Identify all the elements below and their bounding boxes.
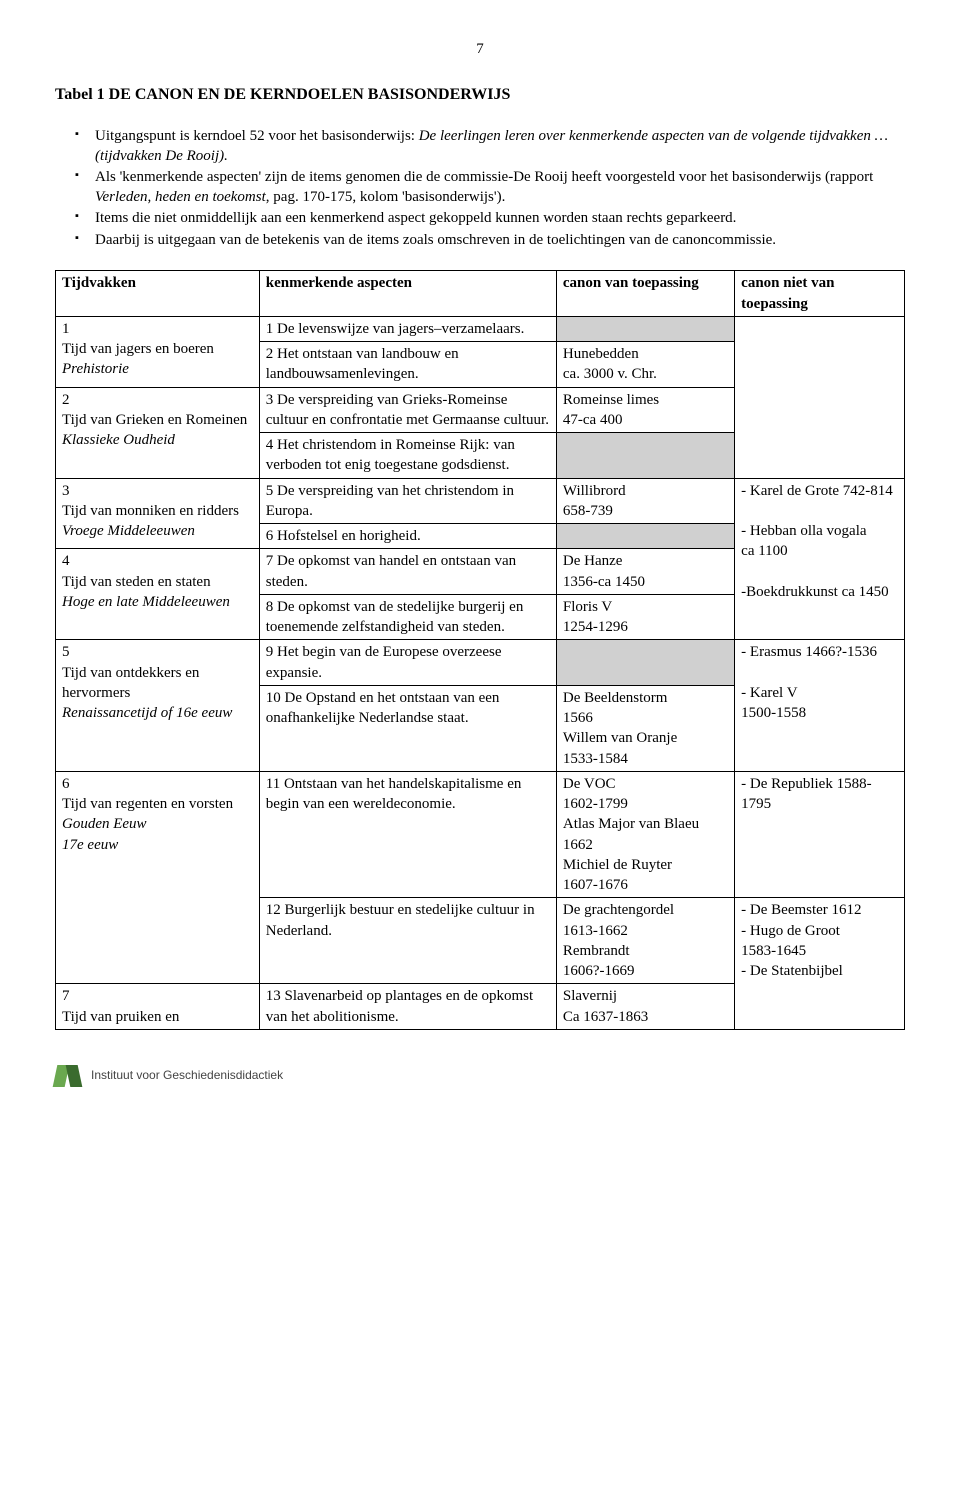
canon-cell: Romeinse limes 47-ca 400 xyxy=(556,387,734,433)
canon-cell: Floris V 1254-1296 xyxy=(556,594,734,640)
aspect-cell: 3 De verspreiding van Grieks-Romeinse cu… xyxy=(259,387,556,433)
page-number: 7 xyxy=(55,40,905,60)
table-row: 6 Tijd van regenten en vorsten Gouden Ee… xyxy=(56,771,905,898)
period-cell: 2 Tijd van Grieken en Romeinen Klassieke… xyxy=(56,387,260,478)
niet-cell: - Erasmus 1466?-1536 - Karel V 1500-1558 xyxy=(735,640,905,772)
list-item: Als 'kenmerkende aspecten' zijn de items… xyxy=(75,168,905,207)
col-header: Tijdvakken xyxy=(56,271,260,317)
table-row: 3 Tijd van monniken en ridders Vroege Mi… xyxy=(56,478,905,524)
table-title: Tabel 1 DE CANON EN DE KERNDOELEN BASISO… xyxy=(55,85,905,106)
niet-cell: - De Beemster 1612 - Hugo de Groot 1583-… xyxy=(735,898,905,1030)
aspect-cell: 13 Slavenarbeid op plantages en de opkom… xyxy=(259,984,556,1030)
aspect-cell: 10 De Opstand en het ontstaan van een on… xyxy=(259,685,556,771)
canon-cell: De grachtengordel 1613-1662 Rembrandt 16… xyxy=(556,898,734,984)
aspect-cell: 6 Hofstelsel en horigheid. xyxy=(259,524,556,549)
canon-cell-empty xyxy=(556,524,734,549)
aspect-cell: 9 Het begin van de Europese overzeese ex… xyxy=(259,640,556,686)
list-item: Items die niet onmiddellijk aan een kenm… xyxy=(75,209,905,229)
col-header: canon van toepassing xyxy=(556,271,734,317)
canon-cell-empty xyxy=(556,640,734,686)
col-header: kenmerkende aspecten xyxy=(259,271,556,317)
aspect-cell: 2 Het ontstaan van landbouw en landbouws… xyxy=(259,342,556,388)
niet-cell: - Karel de Grote 742-814 - Hebban olla v… xyxy=(735,478,905,640)
period-cell: 6 Tijd van regenten en vorsten Gouden Ee… xyxy=(56,771,260,984)
niet-cell: - De Republiek 1588-1795 xyxy=(735,771,905,898)
period-cell: 3 Tijd van monniken en ridders Vroege Mi… xyxy=(56,478,260,549)
period-cell: 5 Tijd van ontdekkers en hervormers Rena… xyxy=(56,640,260,772)
niet-cell-empty xyxy=(735,316,905,478)
table-header-row: Tijdvakken kenmerkende aspecten canon va… xyxy=(56,271,905,317)
canon-cell: De VOC 1602-1799 Atlas Major van Blaeu 1… xyxy=(556,771,734,898)
aspect-cell: 4 Het christendom in Romeinse Rijk: van … xyxy=(259,433,556,479)
col-header: canon niet van toepassing xyxy=(735,271,905,317)
footer: Instituut voor Geschiedenisdidactiek xyxy=(55,1065,905,1087)
aspect-cell: 12 Burgerlijk bestuur en stedelijke cult… xyxy=(259,898,556,984)
bullet-list: Uitgangspunt is kerndoel 52 voor het bas… xyxy=(55,127,905,250)
canon-cell-empty xyxy=(556,433,734,479)
canon-cell: De Hanze 1356-ca 1450 xyxy=(556,549,734,595)
list-item: Daarbij is uitgegaan van de betekenis va… xyxy=(75,231,905,251)
period-cell: 1 Tijd van jagers en boeren Prehistorie xyxy=(56,316,260,387)
aspect-cell: 7 De opkomst van handel en ontstaan van … xyxy=(259,549,556,595)
logo-icon xyxy=(55,1065,81,1087)
aspect-cell: 8 De opkomst van de stedelijke burgerij … xyxy=(259,594,556,640)
footer-text: Instituut voor Geschiedenisdidactiek xyxy=(91,1068,283,1084)
aspect-cell: 11 Ontstaan van het handelskapitalisme e… xyxy=(259,771,556,898)
list-item: Uitgangspunt is kerndoel 52 voor het bas… xyxy=(75,127,905,166)
aspect-cell: 5 De verspreiding van het christendom in… xyxy=(259,478,556,524)
canon-cell: Hunebedden ca. 3000 v. Chr. xyxy=(556,342,734,388)
table-row: 5 Tijd van ontdekkers en hervormers Rena… xyxy=(56,640,905,686)
canon-cell: Slavernij Ca 1637-1863 xyxy=(556,984,734,1030)
canon-cell-empty xyxy=(556,316,734,341)
canon-cell: De Beeldenstorm 1566 Willem van Oranje 1… xyxy=(556,685,734,771)
canon-table: Tijdvakken kenmerkende aspecten canon va… xyxy=(55,270,905,1030)
table-row: 1 Tijd van jagers en boeren Prehistorie … xyxy=(56,316,905,341)
period-cell: 4 Tijd van steden en staten Hoge en late… xyxy=(56,549,260,640)
period-cell: 7 Tijd van pruiken en xyxy=(56,984,260,1030)
aspect-cell: 1 De levenswijze van jagers–verzamelaars… xyxy=(259,316,556,341)
canon-cell: Willibrord 658-739 xyxy=(556,478,734,524)
